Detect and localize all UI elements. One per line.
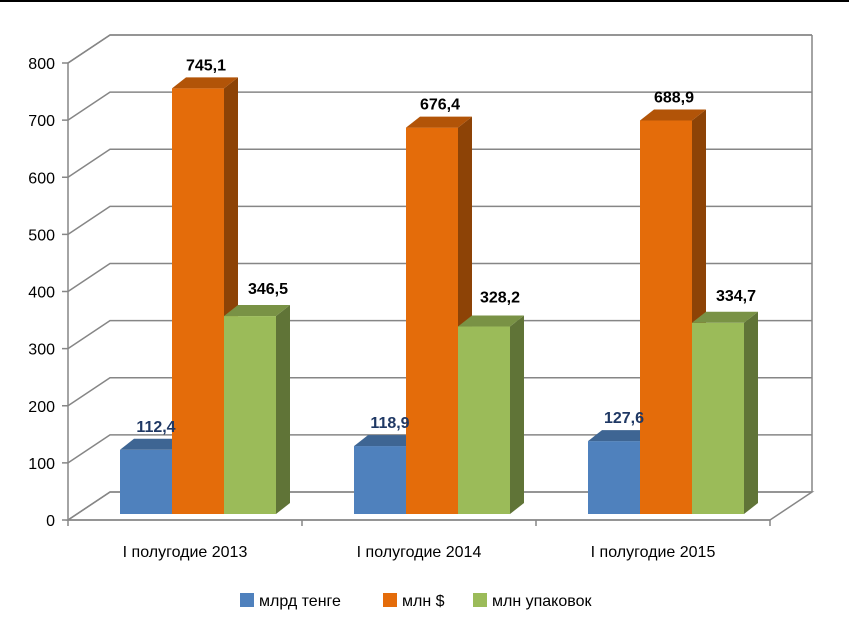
y-tick-label: 700	[28, 113, 55, 130]
data-label: 676,4	[420, 97, 460, 114]
legend-item: млн $	[383, 593, 445, 610]
gridline	[67, 91, 812, 121]
legend-item: млн упаковок	[473, 593, 592, 610]
gridline	[67, 148, 812, 178]
gridline	[67, 377, 812, 407]
data-label: 118,9	[370, 415, 409, 432]
legend-label: млрд тенге	[259, 593, 341, 610]
bars	[120, 77, 758, 514]
y-tick-label: 600	[28, 170, 55, 187]
legend-swatch	[473, 593, 487, 607]
y-tick-label: 500	[28, 227, 55, 244]
x-category-label: I полугодие 2015	[591, 544, 716, 561]
y-tick-label: 0	[46, 513, 55, 530]
gridline	[67, 34, 812, 64]
gridline	[67, 434, 812, 464]
data-label: 688,9	[654, 89, 694, 106]
y-tick-label: 200	[28, 399, 55, 416]
legend-label: млн $	[402, 593, 445, 610]
data-label: 346,5	[248, 281, 288, 298]
y-tick-label: 300	[28, 342, 55, 359]
gridline	[67, 262, 812, 293]
data-labels: 112,4 745,1 346,5 118,9 676,4 328,2 127,6 688,9…	[136, 57, 756, 435]
legend-swatch	[383, 593, 397, 607]
y-tick-label: 100	[28, 456, 55, 473]
bar	[692, 311, 758, 514]
y-axis: 0 100 200 300 400 500 600 700 800	[28, 56, 69, 530]
gridline	[67, 205, 812, 235]
legend: млрд тенге млн $ млн упаковок	[240, 593, 592, 610]
gridline	[67, 491, 812, 521]
legend-item: млрд тенге	[240, 593, 341, 610]
bar	[224, 305, 290, 514]
bar	[458, 315, 524, 514]
x-category-label: I полугодие 2014	[357, 544, 482, 561]
data-label: 112,4	[136, 419, 175, 436]
legend-swatch	[240, 593, 254, 607]
gridline	[67, 319, 812, 350]
data-label: 127,6	[604, 410, 644, 427]
y-tick-label: 400	[28, 285, 55, 302]
gridlines	[67, 34, 812, 521]
data-label: 745,1	[186, 57, 226, 74]
x-category-label: I полугодие 2013	[123, 544, 248, 561]
legend-label: млн упаковок	[492, 593, 592, 610]
data-label: 334,7	[716, 288, 756, 305]
x-axis: I полугодие 2013 I полугодие 2014 I полуго…	[67, 519, 771, 561]
y-tick-label: 800	[28, 56, 55, 73]
data-label: 328,2	[480, 290, 520, 307]
